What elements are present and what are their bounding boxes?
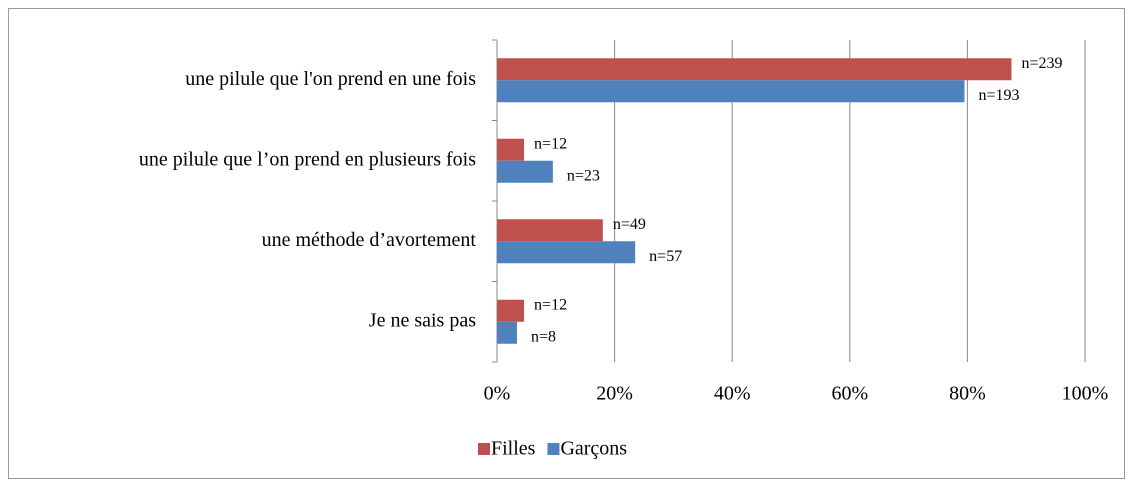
data-label: n=12 — [534, 296, 567, 313]
bar — [497, 80, 965, 103]
legend-swatch — [547, 443, 560, 455]
bar — [497, 219, 603, 242]
bar — [497, 299, 525, 322]
x-tick-label: 80% — [949, 383, 986, 405]
data-label: n=239 — [1022, 55, 1063, 72]
bar — [497, 138, 525, 161]
legend-label: Garçons — [560, 438, 627, 460]
bar — [497, 58, 1012, 81]
y-tick-label: une pilule que l’on prend en plusieurs f… — [139, 148, 476, 170]
bar — [497, 321, 517, 344]
x-tick-label: 40% — [714, 383, 751, 405]
y-tick-label: Je ne sais pas — [369, 309, 476, 331]
data-label: n=193 — [978, 87, 1019, 104]
x-tick-label: 0% — [484, 383, 511, 405]
x-tick-label: 100% — [1062, 383, 1109, 405]
data-label: n=12 — [534, 135, 567, 152]
x-tick-label: 60% — [831, 383, 868, 405]
bar — [497, 241, 636, 264]
data-label: n=49 — [613, 216, 646, 233]
data-label: n=8 — [531, 328, 556, 345]
bar — [497, 160, 553, 183]
x-tick-label: 20% — [596, 383, 633, 405]
y-tick-label: une pilule que l'on prend en une fois — [185, 68, 476, 90]
legend-label: Filles — [491, 438, 536, 460]
legend-swatch — [478, 443, 490, 455]
data-label: n=57 — [649, 248, 682, 265]
y-tick-label: une méthode d’avortement — [262, 229, 477, 251]
data-label: n=23 — [567, 167, 600, 184]
